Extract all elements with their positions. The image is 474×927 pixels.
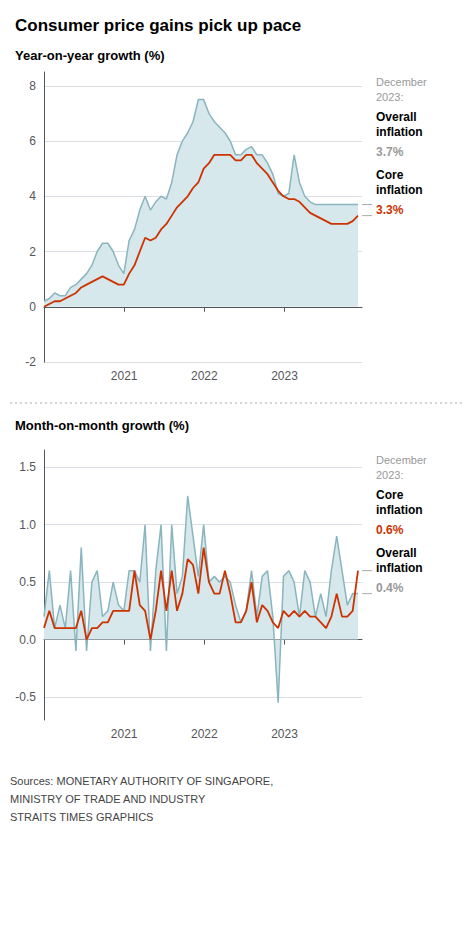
svg-text:2022: 2022 xyxy=(191,369,218,383)
svg-text:2021: 2021 xyxy=(111,369,138,383)
svg-text:Overall: Overall xyxy=(376,110,417,124)
svg-text:-0.5: -0.5 xyxy=(15,690,36,704)
svg-text:4: 4 xyxy=(29,189,36,203)
svg-text:MINISTRY OF TRADE AND INDUSTRY: MINISTRY OF TRADE AND INDUSTRY xyxy=(10,793,206,805)
svg-text:December: December xyxy=(376,76,427,88)
svg-text:-2: -2 xyxy=(25,355,36,369)
svg-text:2023: 2023 xyxy=(271,727,298,741)
svg-text:Overall: Overall xyxy=(376,546,417,560)
svg-text:inflation: inflation xyxy=(376,125,423,139)
svg-text:1.5: 1.5 xyxy=(19,460,36,474)
svg-text:Year-on-year growth (%): Year-on-year growth (%) xyxy=(15,48,165,63)
svg-text:inflation: inflation xyxy=(376,561,423,575)
svg-text:Core: Core xyxy=(376,168,404,182)
svg-text:1.0: 1.0 xyxy=(19,518,36,532)
svg-text:3.3%: 3.3% xyxy=(376,203,404,217)
svg-text:0.0: 0.0 xyxy=(19,633,36,647)
svg-text:December: December xyxy=(376,454,427,466)
svg-text:3.7%: 3.7% xyxy=(376,145,404,159)
svg-text:0.6%: 0.6% xyxy=(376,523,404,537)
svg-text:6: 6 xyxy=(29,134,36,148)
svg-text:Sources: MONETARY AUTHORITY OF: Sources: MONETARY AUTHORITY OF SINGAPORE… xyxy=(10,775,273,787)
svg-text:2022: 2022 xyxy=(191,727,218,741)
svg-text:2: 2 xyxy=(29,245,36,259)
svg-text:Consumer price gains pick up p: Consumer price gains pick up pace xyxy=(15,16,301,35)
svg-text:2023: 2023 xyxy=(271,369,298,383)
svg-text:0: 0 xyxy=(29,300,36,314)
svg-text:2023:: 2023: xyxy=(376,469,404,481)
svg-text:8: 8 xyxy=(29,79,36,93)
svg-text:inflation: inflation xyxy=(376,503,423,517)
svg-text:0.5: 0.5 xyxy=(19,575,36,589)
svg-text:0.4%: 0.4% xyxy=(376,581,404,595)
svg-text:2021: 2021 xyxy=(111,727,138,741)
svg-text:STRAITS TIMES GRAPHICS: STRAITS TIMES GRAPHICS xyxy=(10,811,153,823)
svg-text:Core: Core xyxy=(376,488,404,502)
svg-text:Month-on-month growth (%): Month-on-month growth (%) xyxy=(15,418,189,433)
svg-text:inflation: inflation xyxy=(376,183,423,197)
svg-text:2023:: 2023: xyxy=(376,91,404,103)
